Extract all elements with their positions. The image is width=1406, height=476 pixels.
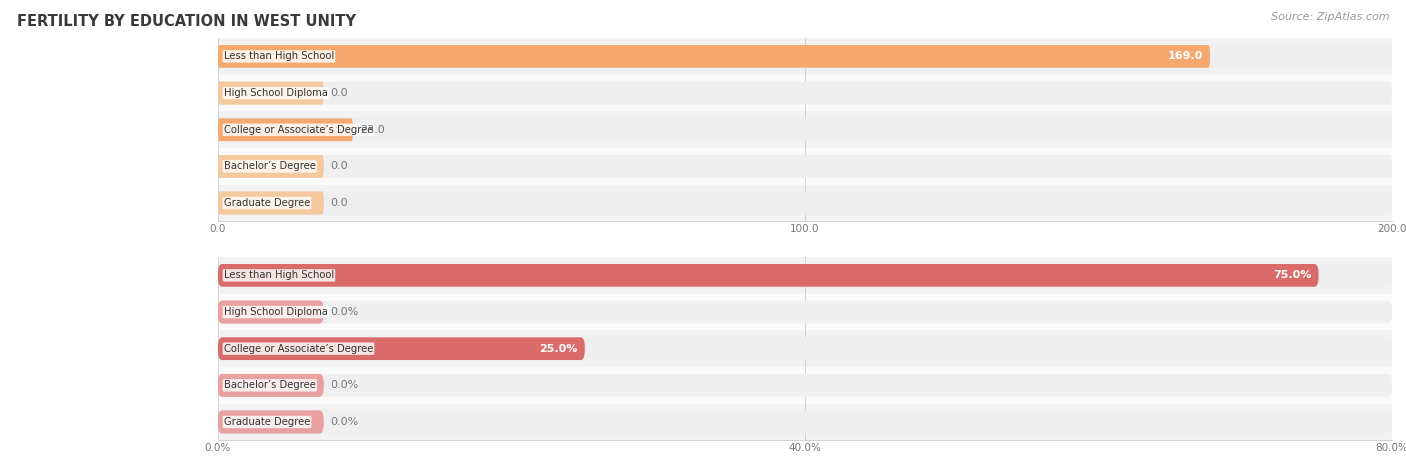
FancyBboxPatch shape [218, 192, 323, 214]
FancyBboxPatch shape [218, 82, 323, 104]
FancyBboxPatch shape [218, 374, 323, 397]
Text: 25.0%: 25.0% [540, 344, 578, 354]
Text: FERTILITY BY EDUCATION IN WEST UNITY: FERTILITY BY EDUCATION IN WEST UNITY [17, 14, 356, 30]
Text: 0.0: 0.0 [330, 88, 349, 98]
FancyBboxPatch shape [218, 192, 1392, 214]
Text: 0.0%: 0.0% [330, 307, 359, 317]
Text: High School Diploma: High School Diploma [224, 307, 328, 317]
FancyBboxPatch shape [218, 301, 1392, 323]
FancyBboxPatch shape [218, 374, 1392, 397]
FancyBboxPatch shape [218, 82, 1392, 104]
Text: 23.0: 23.0 [360, 125, 385, 135]
Text: 0.0: 0.0 [330, 198, 349, 208]
Text: 0.0%: 0.0% [330, 380, 359, 390]
Text: Graduate Degree: Graduate Degree [224, 417, 311, 427]
FancyBboxPatch shape [218, 155, 323, 178]
Bar [218, 38, 1392, 75]
FancyBboxPatch shape [218, 155, 1392, 178]
FancyBboxPatch shape [218, 45, 1211, 68]
FancyBboxPatch shape [218, 192, 323, 214]
FancyBboxPatch shape [218, 411, 323, 433]
Text: College or Associate’s Degree: College or Associate’s Degree [224, 344, 373, 354]
FancyBboxPatch shape [218, 155, 323, 178]
Text: Graduate Degree: Graduate Degree [224, 198, 311, 208]
FancyBboxPatch shape [218, 337, 1392, 360]
Text: 0.0%: 0.0% [330, 417, 359, 427]
Text: High School Diploma: High School Diploma [224, 88, 328, 98]
FancyBboxPatch shape [218, 301, 323, 323]
FancyBboxPatch shape [218, 374, 323, 397]
Text: 0.0: 0.0 [330, 161, 349, 171]
Text: Less than High School: Less than High School [224, 270, 335, 280]
FancyBboxPatch shape [218, 411, 1392, 433]
FancyBboxPatch shape [218, 337, 585, 360]
Bar [218, 257, 1392, 294]
Text: College or Associate’s Degree: College or Associate’s Degree [224, 125, 373, 135]
FancyBboxPatch shape [218, 264, 1319, 287]
FancyBboxPatch shape [218, 82, 323, 104]
FancyBboxPatch shape [218, 411, 323, 433]
FancyBboxPatch shape [218, 45, 1392, 68]
FancyBboxPatch shape [218, 264, 1392, 287]
FancyBboxPatch shape [218, 119, 1392, 141]
Bar [218, 148, 1392, 185]
Text: 75.0%: 75.0% [1274, 270, 1312, 280]
Text: Bachelor’s Degree: Bachelor’s Degree [224, 161, 316, 171]
Text: Less than High School: Less than High School [224, 51, 335, 61]
FancyBboxPatch shape [218, 301, 323, 323]
Bar [218, 185, 1392, 221]
FancyBboxPatch shape [218, 119, 353, 141]
Bar [218, 111, 1392, 148]
Text: Bachelor’s Degree: Bachelor’s Degree [224, 380, 316, 390]
Bar [218, 330, 1392, 367]
Bar [218, 75, 1392, 111]
Bar [218, 294, 1392, 330]
Bar [218, 404, 1392, 440]
Bar [218, 367, 1392, 404]
Text: Source: ZipAtlas.com: Source: ZipAtlas.com [1271, 12, 1389, 22]
Text: 169.0: 169.0 [1167, 51, 1204, 61]
